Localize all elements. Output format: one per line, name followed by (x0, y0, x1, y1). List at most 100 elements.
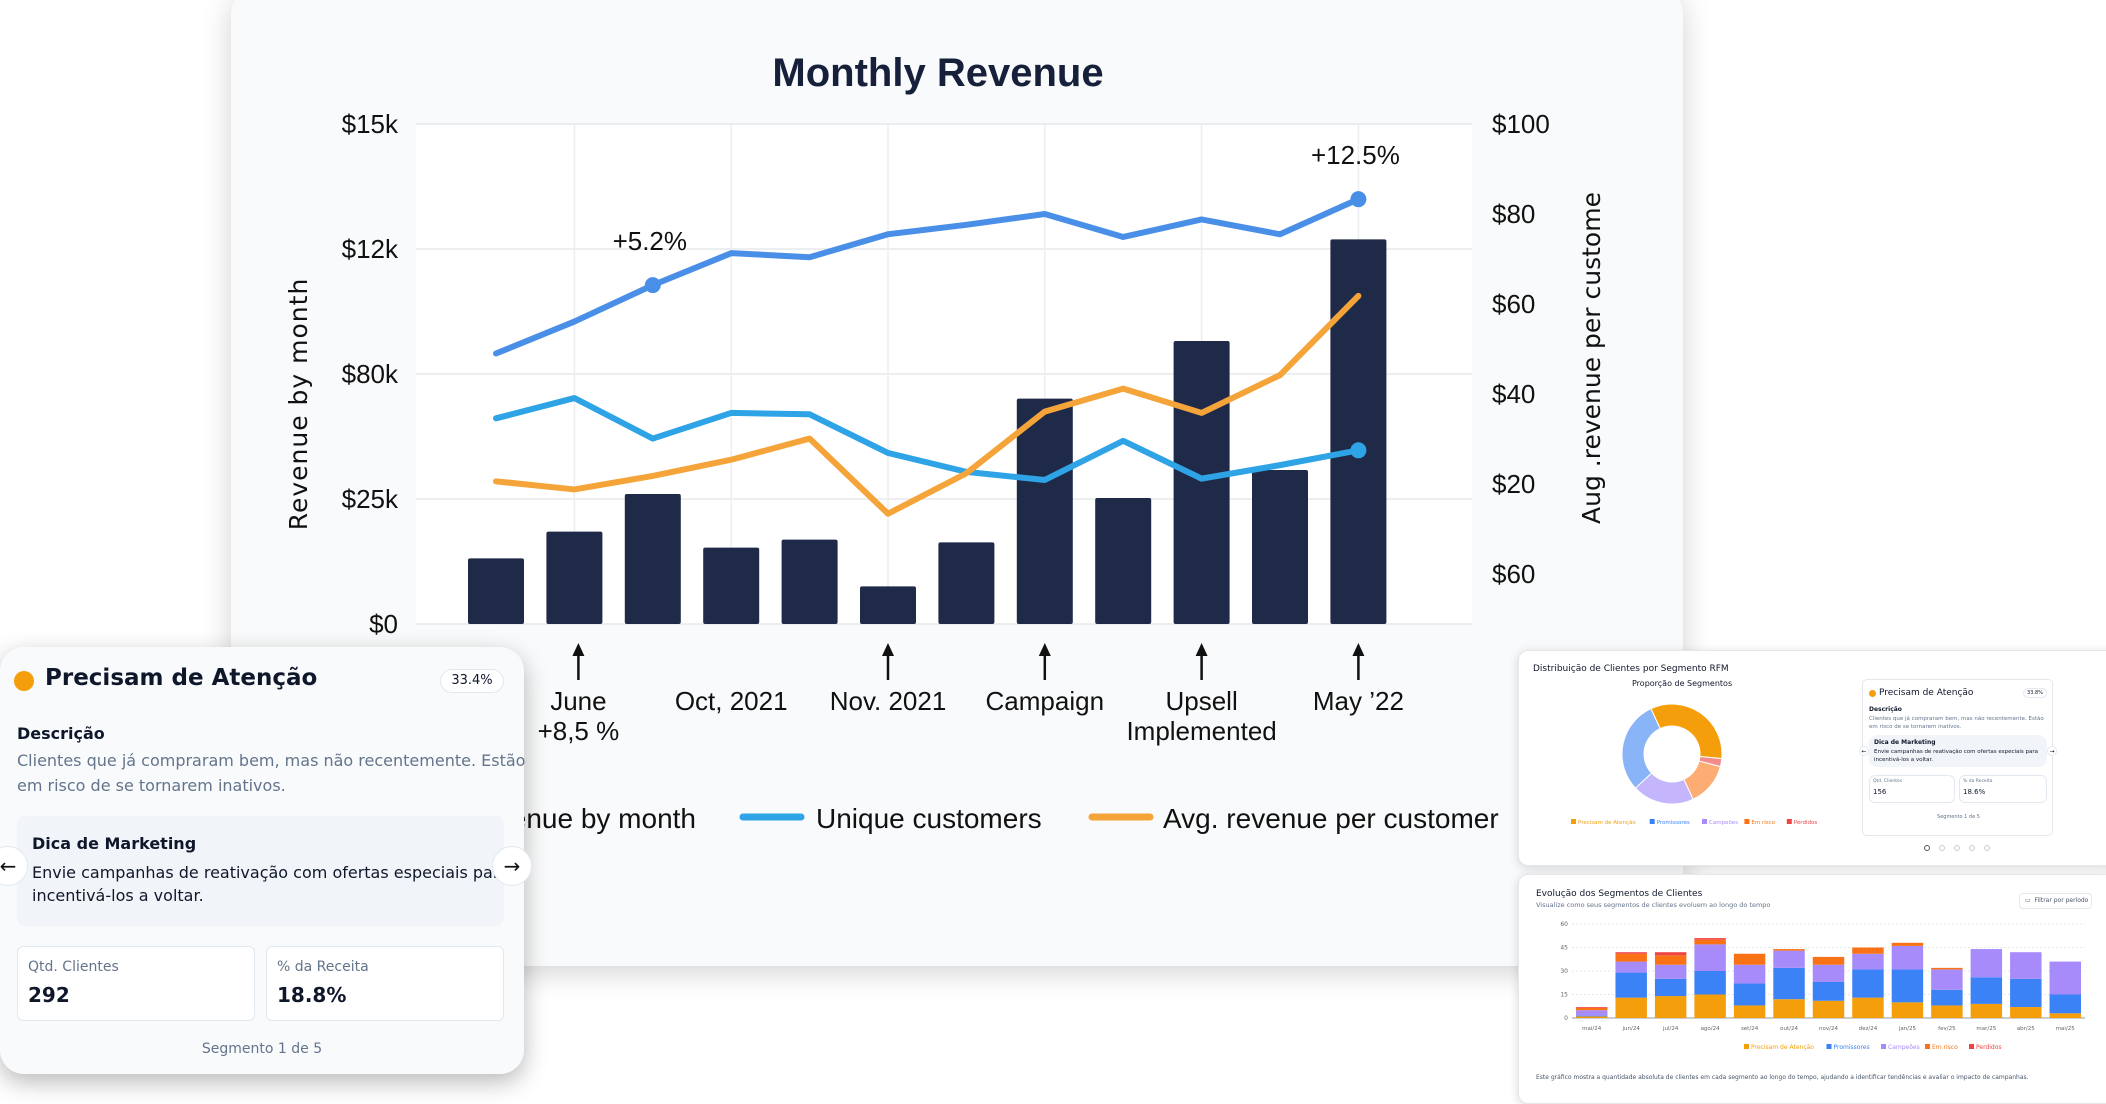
x-tick-label: set/24 (1741, 1026, 1759, 1032)
description-label: Descrição (1869, 706, 1902, 713)
stacked-bar-segment (1773, 999, 1805, 1018)
segment-color-dot (1869, 690, 1876, 697)
stacked-bar-segment (1615, 997, 1647, 1018)
stacked-bar-segment (1852, 997, 1884, 1018)
stacked-bar-segment (1654, 952, 1687, 956)
pager-dot[interactable] (1939, 845, 1945, 851)
y-tick-label: 60 (1560, 921, 1568, 928)
stacked-bar-segment (2049, 994, 2081, 1014)
legend-swatch (1969, 1044, 1974, 1049)
stacked-bar-segment (1576, 1016, 1608, 1018)
stacked-bar-segment (1773, 950, 1805, 968)
revenue-bar (546, 531, 603, 624)
donut-slice (1650, 703, 1723, 760)
stacked-bar-segment (1812, 956, 1845, 965)
x-tick-label: dez/24 (1859, 1026, 1878, 1032)
stacked-bar-segment (1773, 949, 1805, 951)
stat-value: 18.8% (277, 983, 347, 1007)
panel-title: Distribuição de Clientes por Segmento RF… (1533, 664, 1729, 674)
prev-segment-button[interactable]: ← (1859, 746, 1869, 756)
stacked-bar-segment (1694, 939, 1726, 945)
legend-label: Em risco (1751, 820, 1775, 826)
legend-label: Precisam de Atenção (1578, 820, 1636, 826)
pie-title: Proporção de Segmentos (1632, 679, 1733, 688)
chart-title: Monthly Revenue (772, 51, 1103, 95)
y-tick-label: 30 (1560, 968, 1568, 975)
stacked-bar-segment (1694, 938, 1726, 940)
legend-swatch (1925, 1044, 1930, 1049)
segment-card: Precisam de Atenção 33.4% Descrição Clie… (0, 647, 532, 1074)
filter-label: Filtrar por período (2034, 897, 2089, 904)
panel-subtitle: Visualize como seus segmentos de cliente… (1536, 901, 1771, 909)
x-tick-label: ago/24 (1701, 1026, 1721, 1032)
next-segment-button[interactable]: → (492, 846, 532, 886)
pager-dot[interactable] (1924, 845, 1930, 851)
stacked-bar-segment (1576, 1007, 1608, 1008)
arrow-right-icon: → (503, 854, 521, 878)
stacked-bar-segment (1773, 967, 1805, 1000)
segment-title: Precisam de Atenção (1879, 688, 1974, 698)
legend-label: Precisam de Atenção (1751, 1044, 1814, 1051)
arrow-up-icon (572, 643, 585, 656)
y-tick-label: 45 (1560, 945, 1568, 952)
stacked-bar-segment (1891, 942, 1924, 946)
segment-color-dot (14, 671, 34, 691)
series-line (493, 395, 1362, 483)
x-tick-label: nov/24 (1819, 1026, 1838, 1032)
legend-label: Promissores (1834, 1044, 1870, 1051)
stacked-bar-segment (1852, 953, 1884, 970)
legend-swatch (1744, 1044, 1749, 1049)
stacked-bar-segment (2049, 961, 2081, 995)
stacked-bar-segment (1812, 964, 1845, 982)
arrow-up-icon (1195, 643, 1208, 656)
arrow-up-icon (1038, 643, 1051, 656)
legend-label: Perdidos (1976, 1044, 2002, 1051)
x-axis-label: Upsell (1165, 686, 1237, 716)
revenue-bar (1252, 470, 1308, 624)
x-tick-label: jul/24 (1662, 1026, 1679, 1032)
filter-period-button[interactable]: ▭ Filtrar por período (2019, 893, 2092, 909)
stacked-bar-segment (1733, 983, 1766, 1006)
legend-swatch (1826, 1044, 1832, 1049)
segment-title: Precisam de Atenção (45, 665, 318, 691)
left-tick-label: $12k (342, 234, 399, 264)
next-segment-button[interactable]: → (2047, 746, 2057, 756)
stat-label: % da Receita (1963, 779, 1993, 784)
revenue-bar (468, 558, 524, 624)
stacked-bar-segment (1891, 969, 1924, 1003)
stat-box-revenue: % da Receita 18.6% (1959, 775, 2047, 803)
pager-dot[interactable] (1984, 845, 1990, 851)
left-tick-label: $80k (342, 359, 399, 389)
revenue-bar (624, 494, 681, 624)
x-axis-label: June (550, 686, 606, 716)
x-tick-label: mai/25 (2056, 1026, 2076, 1032)
stacked-bar-segment (2049, 1013, 2081, 1018)
legend-swatch (1786, 819, 1792, 824)
x-tick-label: jun/24 (1622, 1026, 1641, 1032)
stacked-bar-segment (2010, 1007, 2042, 1018)
stacked-bar-segment (1654, 996, 1687, 1018)
x-tick-label: out/24 (1780, 1026, 1798, 1032)
series-marker (1350, 442, 1367, 459)
left-axis-label: Revenue by month (284, 278, 313, 531)
segment-pager-text: Segmento 1 de 5 (1937, 814, 1980, 820)
stacked-bar-segment (1733, 964, 1766, 984)
stacked-bar-segment (1812, 1000, 1845, 1018)
stacked-bar-segment (1654, 964, 1687, 979)
legend-label: Campeões (1888, 1044, 1920, 1051)
stat-label: Qtd. Clientes (28, 959, 119, 975)
y-tick-label: 0 (1564, 1015, 1568, 1022)
segment-evolution-panel: Evolução dos Segmentos de Clientes Visua… (1518, 874, 2106, 1104)
pager-dot[interactable] (1954, 845, 1960, 851)
stacked-bar-segment (1576, 1010, 1608, 1016)
stacked-bar-segment (1970, 977, 2003, 1004)
x-tick-label: jan/25 (1898, 1026, 1917, 1032)
rfm-distribution-panel: Distribuição de Clientes por Segmento RF… (1518, 650, 2106, 866)
stat-box-clients: Qtd. Clientes 156 (1869, 775, 1955, 803)
segment-share-badge: 33.4% (440, 669, 504, 693)
pager-dot[interactable] (1969, 845, 1975, 851)
arrow-up-icon (882, 643, 894, 656)
stacked-bar-segment (1615, 953, 1647, 962)
stacked-bar-segment (2010, 978, 2042, 1008)
